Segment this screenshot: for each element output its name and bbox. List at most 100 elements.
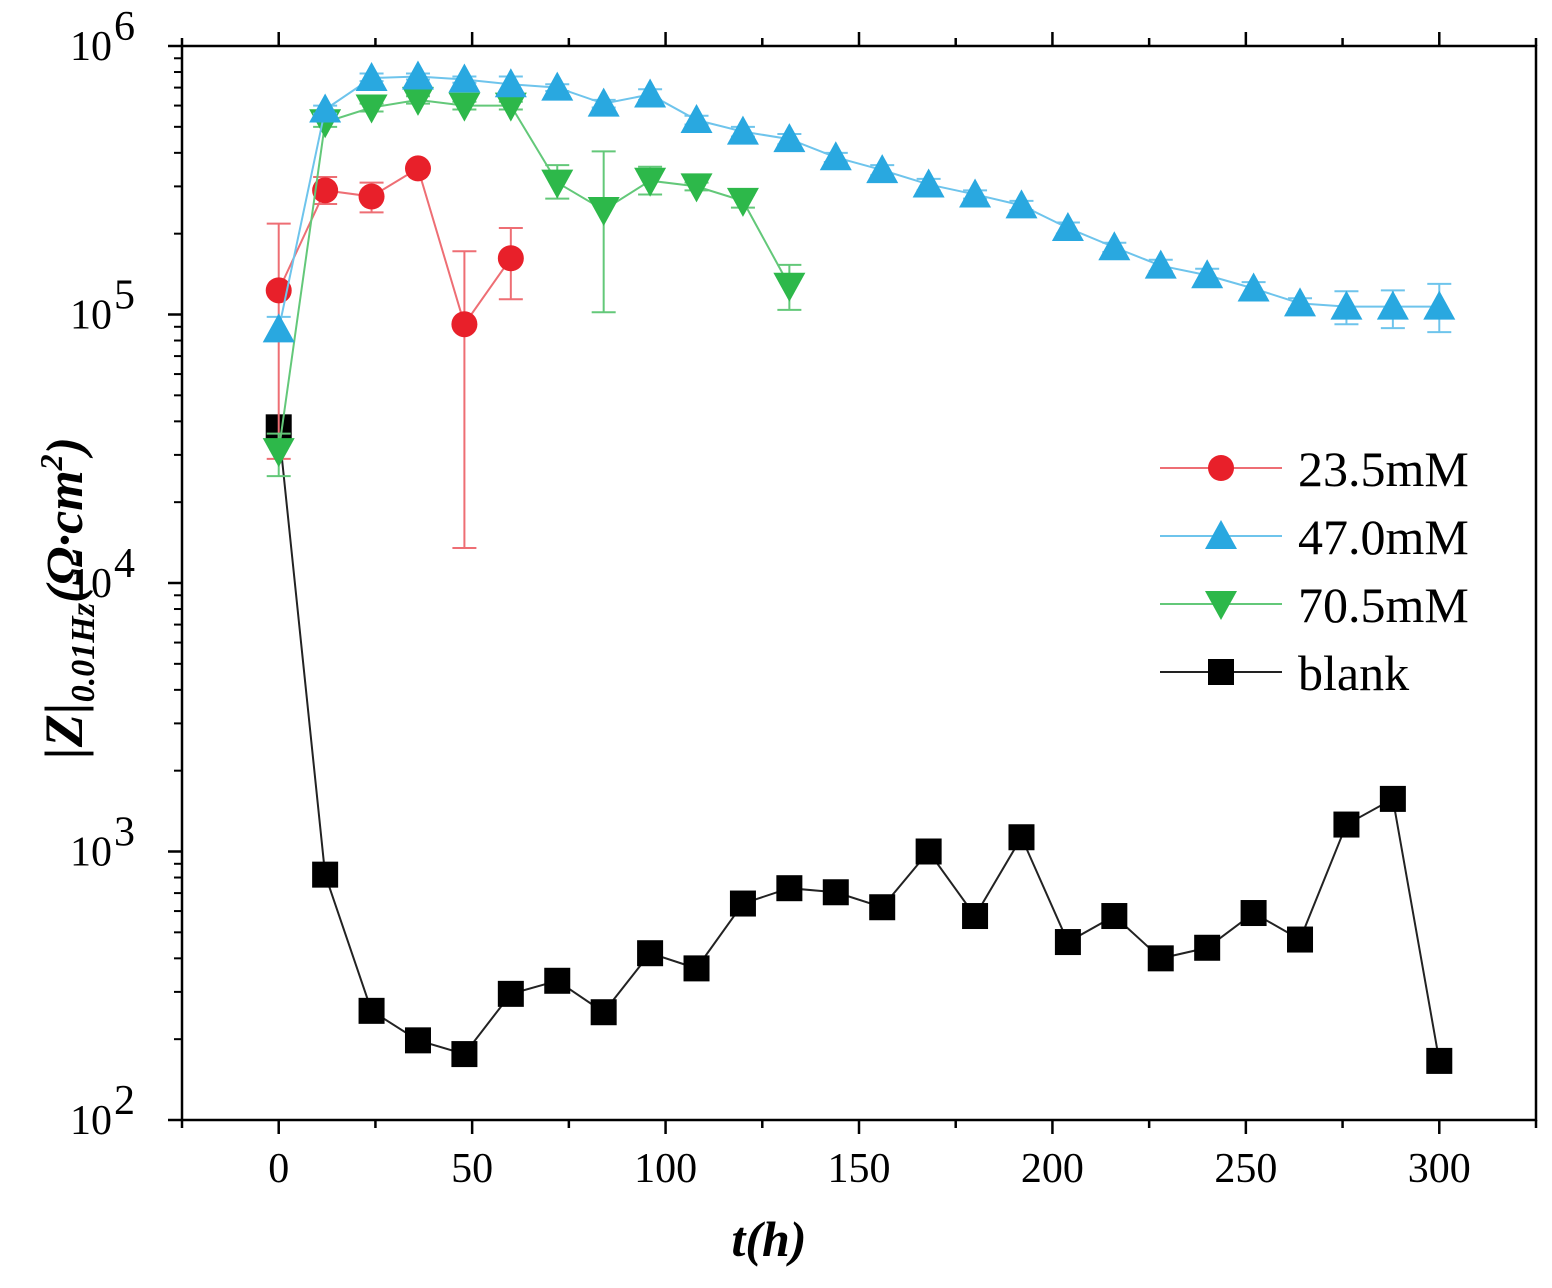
data-point: [1054, 929, 1081, 956]
data-point: [404, 1027, 431, 1054]
data-point: [634, 78, 667, 108]
legend-marker: [1208, 455, 1234, 481]
y-tick-label: 10: [70, 24, 112, 70]
y-tick-exponent: 4: [114, 541, 135, 587]
data-point: [497, 245, 524, 272]
data-point: [355, 94, 388, 124]
data-point: [587, 87, 620, 117]
x-tick-label: 50: [451, 1146, 493, 1192]
series-line: [277, 427, 1441, 1062]
y-tick-label: 10: [70, 293, 112, 339]
data-point: [634, 167, 667, 197]
data-point: [401, 86, 434, 116]
data-point: [959, 178, 992, 208]
data-point: [1194, 934, 1221, 961]
y-title-main: |Z|: [34, 702, 94, 759]
data-point: [544, 967, 571, 994]
data-point: [1426, 1047, 1453, 1074]
axes-layer: [168, 32, 1538, 1134]
data-point: [541, 71, 574, 101]
data-point: [637, 940, 664, 967]
data-point: [773, 123, 806, 153]
x-tick-label: 0: [268, 1146, 289, 1192]
data-point: [1098, 231, 1131, 261]
data-point: [776, 875, 803, 902]
data-point: [448, 92, 481, 122]
data-point: [819, 141, 852, 171]
series-blank: [265, 414, 1453, 1074]
data-point: [1376, 290, 1409, 320]
data-point: [312, 177, 339, 204]
x-tick-label: 150: [828, 1146, 891, 1192]
y-title-subscript: 0.01Hz: [65, 602, 102, 702]
data-point: [1051, 211, 1084, 241]
data-point: [822, 879, 849, 906]
data-point: [1147, 945, 1174, 972]
data-point: [1101, 903, 1128, 930]
y-tick-label: 10: [70, 1098, 112, 1144]
series-23.5mM: [265, 155, 524, 550]
data-point: [1144, 249, 1177, 279]
legend-marker: [1205, 591, 1237, 620]
data-point: [358, 183, 385, 210]
series-layer: [262, 60, 1456, 1074]
legend-item: 70.5mM: [1160, 577, 1469, 633]
data-point: [262, 438, 295, 468]
data-point: [726, 115, 759, 145]
data-point: [1287, 926, 1314, 953]
data-point: [451, 311, 478, 338]
x-tick-label: 200: [1021, 1146, 1084, 1192]
data-point: [726, 187, 759, 217]
series-line: [277, 98, 791, 452]
data-point: [680, 104, 713, 134]
data-point: [541, 169, 574, 199]
data-point: [1379, 785, 1406, 812]
data-point: [912, 168, 945, 198]
data-point: [1237, 272, 1270, 302]
y-tick-label: 10: [70, 830, 112, 876]
data-point: [494, 68, 527, 98]
legend-item: 47.0mM: [1160, 509, 1469, 565]
y-tick-exponent: 6: [114, 4, 135, 50]
data-point: [1330, 290, 1363, 320]
legend-label: 23.5mM: [1298, 441, 1469, 497]
x-tick-label: 250: [1214, 1146, 1277, 1192]
data-point: [497, 980, 524, 1007]
data-point: [404, 155, 431, 182]
legend-label: blank: [1298, 645, 1409, 701]
data-point: [358, 997, 385, 1024]
data-point: [866, 154, 899, 184]
legend-label: 70.5mM: [1298, 577, 1469, 633]
data-point: [262, 313, 295, 343]
data-point: [1423, 290, 1456, 320]
data-point: [401, 60, 434, 90]
legend-marker: [1208, 659, 1234, 685]
legend-item: blank: [1160, 645, 1409, 701]
data-point: [729, 890, 756, 917]
data-point: [494, 92, 527, 122]
series-line: [277, 75, 1440, 330]
y-tick-exponent: 3: [114, 810, 135, 856]
y-axis-title: |Z|0.01Hz(Ω·cm2): [33, 437, 102, 759]
data-point: [1333, 811, 1360, 838]
data-point: [1005, 189, 1038, 219]
series-47.0mM: [262, 60, 1456, 343]
data-point: [309, 93, 342, 123]
y-tick-exponent: 5: [114, 273, 135, 319]
y-tick-label: 10: [70, 561, 112, 607]
data-point: [590, 999, 617, 1026]
y-title-close: ): [37, 437, 94, 458]
data-point: [680, 173, 713, 203]
data-point: [355, 62, 388, 92]
legend-label: 47.0mM: [1298, 509, 1469, 565]
y-title-superscript: 2: [33, 454, 69, 471]
series-70.5mM: [262, 86, 806, 478]
data-point: [869, 894, 896, 921]
data-point: [683, 955, 710, 982]
data-point: [962, 903, 989, 930]
data-point: [1240, 900, 1267, 927]
data-point: [1008, 824, 1035, 851]
legend-item: 23.5mM: [1160, 441, 1469, 497]
